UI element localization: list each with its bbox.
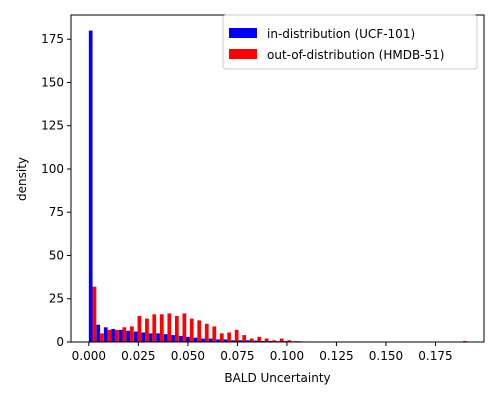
legend-swatch-out-of-distribution	[229, 49, 257, 59]
x-tick-label-6: 0.150	[369, 349, 403, 363]
x-tick-label-2: 0.050	[171, 349, 205, 363]
x-tick-label-1: 0.025	[121, 349, 155, 363]
bar-out-of-distribution-14	[197, 320, 201, 342]
bar-out-of-distribution-15	[205, 324, 209, 342]
x-tick-label-0: 0.000	[72, 349, 106, 363]
legend-label-out-of-distribution: out-of-distribution (HMDB-51)	[267, 48, 444, 62]
y-tick-label-0: 0	[56, 335, 64, 349]
legend-label-in-distribution: in-distribution (UCF-101)	[267, 27, 415, 41]
bar-out-of-distribution-10	[167, 313, 171, 342]
bar-out-of-distribution-6	[138, 316, 142, 342]
y-tick-label-4: 100	[41, 162, 64, 176]
y-axis-label: density	[15, 157, 29, 201]
bar-in-distribution-7	[141, 332, 145, 342]
bar-out-of-distribution-11	[175, 316, 179, 342]
bar-in-distribution-0	[89, 31, 93, 342]
y-tick-label-5: 125	[41, 119, 64, 133]
bar-in-distribution-4	[119, 330, 123, 342]
bar-in-distribution-11	[171, 335, 175, 342]
bar-in-distribution-9	[156, 333, 160, 342]
bar-in-distribution-13	[186, 337, 190, 342]
bar-out-of-distribution-16	[212, 326, 216, 342]
bar-out-of-distribution-8	[152, 314, 156, 342]
bar-in-distribution-16	[209, 339, 213, 342]
bar-out-of-distribution-2	[108, 330, 112, 342]
bar-out-of-distribution-7	[145, 319, 149, 342]
y-tick-label-2: 50	[49, 248, 64, 262]
bar-in-distribution-15	[201, 339, 205, 342]
y-tick-label-3: 75	[49, 205, 64, 219]
bar-in-distribution-1	[96, 325, 100, 342]
bar-out-of-distribution-20	[242, 335, 246, 342]
bar-in-distribution-6	[134, 332, 138, 342]
x-tick-label-3: 0.075	[220, 349, 254, 363]
bar-in-distribution-2	[104, 327, 108, 342]
bar-out-of-distribution-13	[190, 319, 194, 342]
x-tick-label-4: 0.100	[270, 349, 304, 363]
bar-in-distribution-14	[194, 338, 198, 342]
x-tick-label-7: 0.175	[418, 349, 452, 363]
bar-out-of-distribution-23	[265, 339, 269, 342]
bar-out-of-distribution-12	[183, 313, 187, 342]
y-tick-label-1: 25	[49, 292, 64, 306]
legend: in-distribution (UCF-101) out-of-distrib…	[223, 15, 477, 69]
y-tick-label-7: 175	[41, 32, 64, 46]
bar-in-distribution-3	[111, 329, 115, 342]
bar-in-distribution-8	[149, 333, 153, 342]
bar-out-of-distribution-25	[280, 339, 284, 342]
bar-in-distribution-5	[126, 331, 130, 342]
bar-out-of-distribution-5	[130, 326, 134, 342]
bar-out-of-distribution-3	[115, 330, 119, 342]
bar-out-of-distribution-19	[235, 330, 239, 342]
bar-in-distribution-12	[179, 336, 183, 342]
bar-out-of-distribution-18	[227, 332, 231, 342]
bar-out-of-distribution-4	[122, 327, 126, 342]
bar-out-of-distribution-17	[220, 333, 224, 342]
bar-out-of-distribution-9	[160, 314, 164, 342]
bar-out-of-distribution-21	[250, 339, 254, 342]
x-axis-label: BALD Uncertainty	[224, 371, 330, 385]
x-tick-label-5: 0.125	[319, 349, 353, 363]
bar-in-distribution-10	[164, 334, 168, 342]
bar-out-of-distribution-1	[100, 333, 104, 342]
y-tick-label-6: 150	[41, 75, 64, 89]
legend-swatch-in-distribution	[229, 28, 257, 38]
bar-out-of-distribution-0	[93, 287, 97, 342]
bar-out-of-distribution-22	[257, 337, 261, 342]
